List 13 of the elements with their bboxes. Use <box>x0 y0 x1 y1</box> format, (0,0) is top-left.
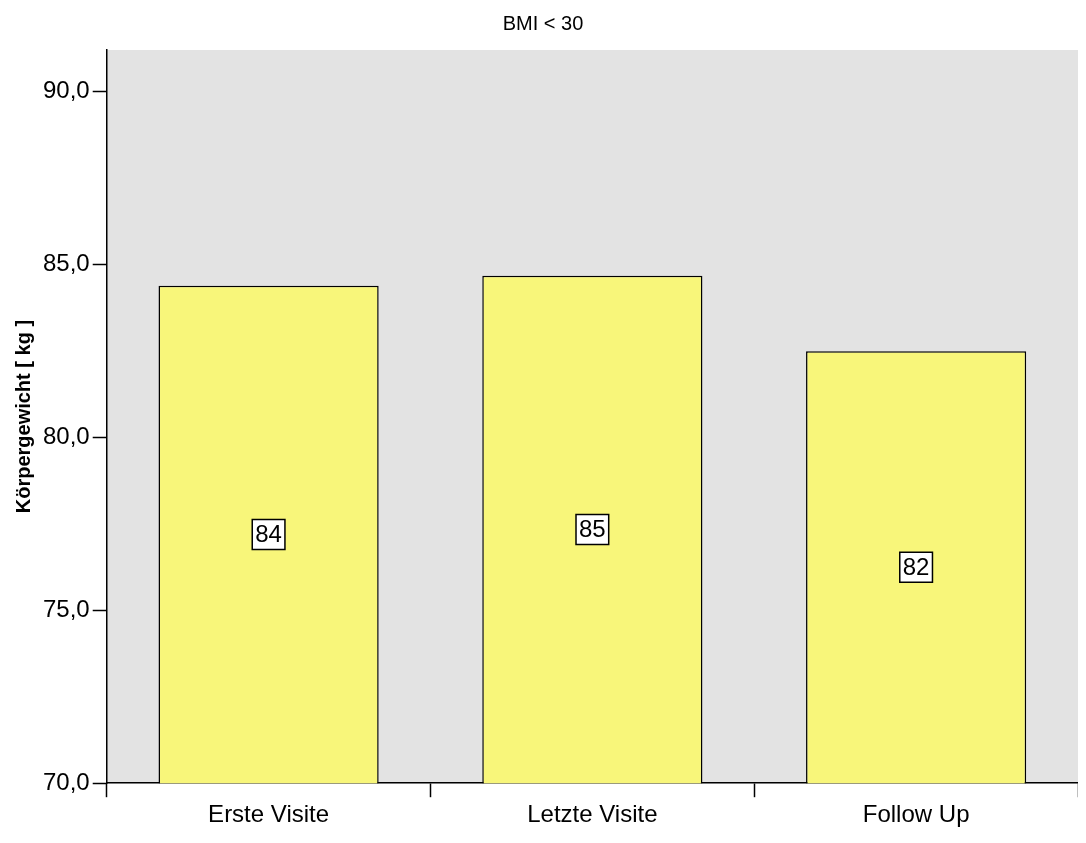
data-label: 85 <box>579 515 606 543</box>
y-tick-label: 90,0 <box>42 76 90 104</box>
x-tick-label: Follow Up <box>862 800 970 828</box>
y-tick-label: 85,0 <box>42 249 90 277</box>
data-label: 82 <box>902 552 930 580</box>
y-tick-label: 80,0 <box>42 421 90 449</box>
y-tick-label: 75,0 <box>42 594 90 622</box>
data-label: 84 <box>255 520 282 548</box>
chart-title: BMI < 30 <box>502 11 584 34</box>
x-tick-label: Erste Visite <box>208 800 330 828</box>
y-tick-label: 70,0 <box>42 767 90 795</box>
x-tick-label: Letzte Visite <box>527 800 658 828</box>
y-axis-title: Körpergewicht [ kg ] <box>11 319 34 514</box>
